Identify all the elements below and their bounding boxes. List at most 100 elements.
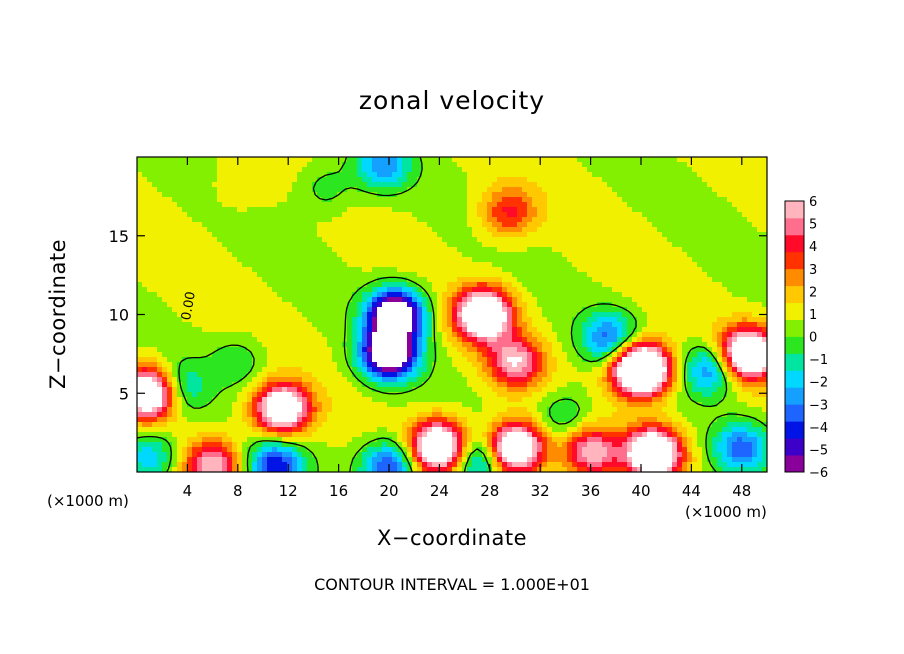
heatmap-cell xyxy=(462,417,468,423)
heatmap-cell xyxy=(382,352,388,358)
heatmap-cell xyxy=(487,352,493,358)
heatmap-cell xyxy=(192,442,198,448)
heatmap-cell xyxy=(307,392,313,398)
heatmap-cell xyxy=(272,182,278,188)
heatmap-cell xyxy=(292,422,298,428)
heatmap-cell xyxy=(377,267,383,273)
heatmap-cell xyxy=(147,172,153,178)
heatmap-cell xyxy=(517,222,523,228)
heatmap-cell xyxy=(457,337,463,343)
heatmap-cell xyxy=(172,362,178,368)
heatmap-cell xyxy=(212,317,218,323)
heatmap-cell xyxy=(202,387,208,393)
heatmap-cell xyxy=(207,242,213,248)
heatmap-cell xyxy=(412,262,418,268)
heatmap-cell xyxy=(512,337,518,343)
heatmap-cell xyxy=(507,387,513,393)
heatmap-cell xyxy=(192,377,198,383)
heatmap-cell xyxy=(507,267,513,273)
heatmap-cell xyxy=(187,227,193,233)
heatmap-cell xyxy=(217,267,223,273)
heatmap-cell xyxy=(267,367,273,373)
heatmap-cell xyxy=(287,287,293,293)
heatmap-cell xyxy=(137,157,143,163)
heatmap-cell xyxy=(412,207,418,213)
heatmap-cell xyxy=(142,287,148,293)
heatmap-cell xyxy=(282,212,288,218)
heatmap-cell xyxy=(172,192,178,198)
heatmap-cell xyxy=(487,192,493,198)
heatmap-cell xyxy=(492,402,498,408)
heatmap-cell xyxy=(222,457,228,463)
heatmap-cell xyxy=(307,222,313,228)
heatmap-cell xyxy=(237,172,243,178)
heatmap-cell xyxy=(272,277,278,283)
heatmap-cell xyxy=(402,292,408,298)
heatmap-cell xyxy=(392,187,398,193)
heatmap-cell xyxy=(507,427,513,433)
heatmap-cell xyxy=(197,177,203,183)
heatmap-cell xyxy=(242,357,248,363)
heatmap-cell xyxy=(232,457,238,463)
heatmap-cell xyxy=(197,347,203,353)
heatmap-cell xyxy=(457,377,463,383)
heatmap-cell xyxy=(137,357,143,363)
heatmap-cell xyxy=(257,282,263,288)
heatmap-cell xyxy=(177,307,183,313)
heatmap-cell xyxy=(402,382,408,388)
heatmap-cell xyxy=(447,317,453,323)
heatmap-cell xyxy=(402,197,408,203)
heatmap-cell xyxy=(267,187,273,193)
heatmap-cell xyxy=(497,277,503,283)
heatmap-cell xyxy=(232,297,238,303)
heatmap-cell xyxy=(257,367,263,373)
heatmap-cell xyxy=(412,317,418,323)
heatmap-cell xyxy=(287,402,293,408)
heatmap-cell xyxy=(282,277,288,283)
heatmap-cell xyxy=(262,187,268,193)
heatmap-cell xyxy=(197,462,203,468)
heatmap-cell xyxy=(307,312,313,318)
heatmap-cell xyxy=(267,362,273,368)
heatmap-cell xyxy=(167,382,173,388)
heatmap-cell xyxy=(302,217,308,223)
heatmap-cell xyxy=(357,407,363,413)
heatmap-cell xyxy=(412,427,418,433)
heatmap-cell xyxy=(327,402,333,408)
heatmap-cell xyxy=(287,312,293,318)
heatmap-cell xyxy=(157,427,163,433)
heatmap-cell xyxy=(192,422,198,428)
heatmap-cell xyxy=(297,357,303,363)
heatmap-cell xyxy=(327,287,333,293)
heatmap-cell xyxy=(367,372,373,378)
heatmap-cell xyxy=(477,267,483,273)
heatmap-cell xyxy=(202,347,208,353)
heatmap-cell xyxy=(307,357,313,363)
heatmap-cell xyxy=(167,157,173,163)
heatmap-cell xyxy=(482,192,488,198)
heatmap-cell xyxy=(422,432,428,438)
heatmap-cell xyxy=(307,187,313,193)
heatmap-cell xyxy=(517,457,523,463)
heatmap-cell xyxy=(172,422,178,428)
heatmap-cell xyxy=(497,382,503,388)
heatmap-cell xyxy=(162,332,168,338)
heatmap-cell xyxy=(512,262,518,268)
heatmap-cell xyxy=(512,217,518,223)
heatmap-cell xyxy=(177,457,183,463)
heatmap-cell xyxy=(172,367,178,373)
heatmap-cell xyxy=(157,402,163,408)
heatmap-cell xyxy=(522,292,528,298)
heatmap-cell xyxy=(157,297,163,303)
heatmap-cell xyxy=(472,382,478,388)
heatmap-cell xyxy=(462,427,468,433)
heatmap-cell xyxy=(317,297,323,303)
heatmap-cell xyxy=(212,217,218,223)
heatmap-cell xyxy=(352,247,358,253)
heatmap-cell xyxy=(297,177,303,183)
heatmap-cell xyxy=(262,292,268,298)
heatmap-cell xyxy=(442,207,448,213)
heatmap-cell xyxy=(152,257,158,263)
heatmap-cell xyxy=(307,462,313,468)
heatmap-cell xyxy=(237,432,243,438)
